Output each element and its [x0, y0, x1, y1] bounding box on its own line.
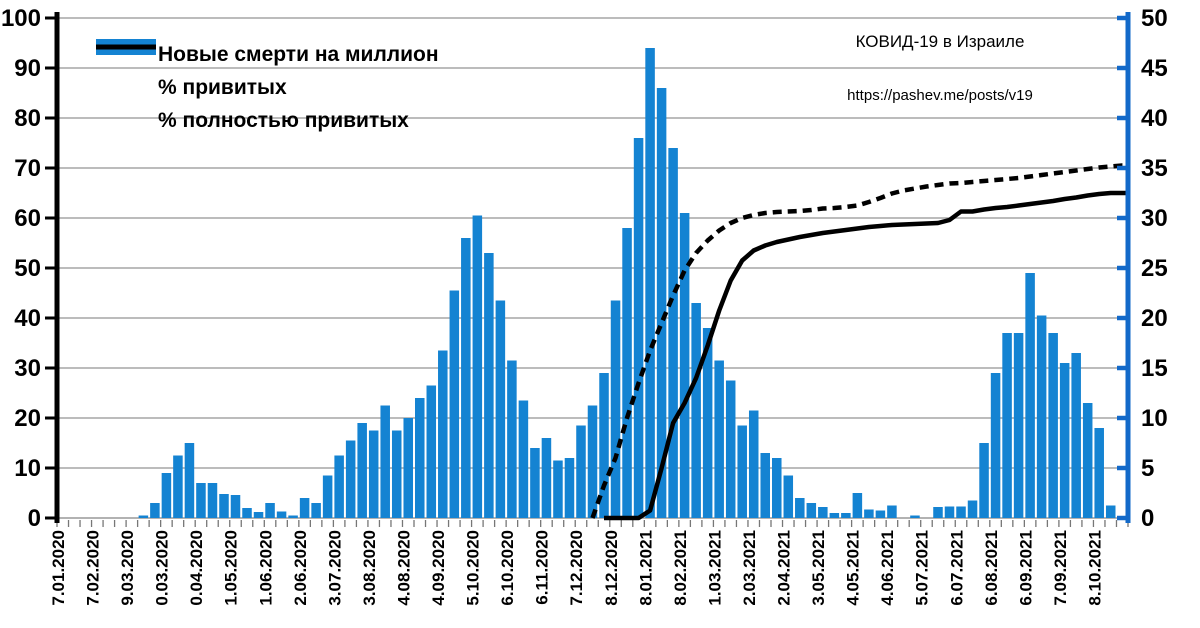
svg-text:5.10.2020: 5.10.2020 — [464, 530, 483, 606]
bars-series — [138, 48, 1116, 518]
svg-text:0.04.2020: 0.04.2020 — [187, 530, 206, 606]
svg-text:30: 30 — [1141, 205, 1168, 232]
svg-text:6.09.2021: 6.09.2021 — [1016, 530, 1035, 606]
svg-text:70: 70 — [14, 155, 41, 182]
legend-item-fully-vaccinated: % полностью привитых — [96, 44, 439, 137]
svg-text:4.06.2021: 4.06.2021 — [878, 530, 897, 606]
svg-text:4.05.2021: 4.05.2021 — [844, 530, 863, 606]
svg-text:20: 20 — [14, 405, 41, 432]
svg-text:80: 80 — [14, 105, 41, 132]
svg-text:4.09.2020: 4.09.2020 — [429, 530, 448, 606]
svg-text:3.05.2021: 3.05.2021 — [809, 530, 828, 606]
right-axis — [1117, 12, 1131, 523]
svg-text:9.03.2020: 9.03.2020 — [118, 530, 137, 606]
x-axis-ticks — [56, 520, 1129, 527]
svg-text:50: 50 — [14, 255, 41, 282]
svg-text:40: 40 — [1141, 105, 1168, 132]
source-url: https://pashev.me/posts/v19 — [847, 87, 1033, 104]
svg-text:7.02.2020: 7.02.2020 — [84, 530, 103, 606]
right-axis-labels: 0 5 10 15 20 25 30 35 40 45 50 — [1141, 5, 1168, 532]
svg-text:4.08.2020: 4.08.2020 — [395, 530, 414, 606]
legend-label-vaccinated: % привитых — [158, 76, 287, 99]
gridlines — [57, 17, 1128, 519]
svg-text:3.08.2020: 3.08.2020 — [360, 530, 379, 606]
x-axis-labels: 7.01.2020 7.02.2020 9.03.2020 0.03.2020 0.04… — [49, 530, 1105, 606]
svg-text:60: 60 — [14, 205, 41, 232]
left-axis-labels: 0 10 20 30 40 50 60 70 80 90 100 — [1, 5, 41, 532]
svg-text:10: 10 — [14, 455, 41, 482]
svg-text:45: 45 — [1141, 55, 1168, 82]
svg-text:1.06.2020: 1.06.2020 — [256, 530, 275, 606]
svg-text:2.06.2020: 2.06.2020 — [291, 530, 310, 606]
dashed-line-series — [590, 163, 1126, 519]
svg-text:0.03.2020: 0.03.2020 — [153, 530, 172, 606]
svg-text:15: 15 — [1141, 355, 1168, 382]
svg-text:20: 20 — [1141, 305, 1168, 332]
svg-text:5.07.2021: 5.07.2021 — [913, 530, 932, 606]
legend-label-fully-vaccinated: % полностью привитых — [158, 109, 409, 132]
svg-text:5: 5 — [1141, 455, 1154, 482]
svg-text:6.11.2020: 6.11.2020 — [533, 530, 552, 605]
legend: Новые смерти на миллион % привитых % пол… — [96, 38, 439, 137]
svg-text:6.07.2021: 6.07.2021 — [947, 530, 966, 606]
svg-text:10: 10 — [1141, 405, 1168, 432]
svg-text:7.12.2020: 7.12.2020 — [567, 530, 586, 606]
svg-text:8.10.2021: 8.10.2021 — [1086, 530, 1105, 606]
svg-text:2.03.2021: 2.03.2021 — [740, 530, 759, 606]
svg-text:50: 50 — [1141, 5, 1168, 32]
svg-text:8.01.2021: 8.01.2021 — [636, 530, 655, 606]
svg-text:7.09.2021: 7.09.2021 — [1051, 530, 1070, 606]
svg-text:1.03.2021: 1.03.2021 — [705, 530, 724, 606]
svg-text:8.02.2021: 8.02.2021 — [671, 530, 690, 606]
svg-text:3.07.2020: 3.07.2020 — [325, 530, 344, 606]
chart-title: КОВИД-19 в Израиле — [855, 32, 1025, 51]
legend-item-vaccinated: % привитых — [96, 44, 439, 104]
svg-text:6.08.2021: 6.08.2021 — [982, 530, 1001, 606]
svg-text:40: 40 — [14, 305, 41, 332]
svg-text:90: 90 — [14, 55, 41, 82]
svg-text:0: 0 — [28, 505, 41, 532]
svg-text:1.05.2020: 1.05.2020 — [222, 530, 241, 606]
svg-text:25: 25 — [1141, 255, 1168, 282]
svg-text:8.12.2020: 8.12.2020 — [602, 530, 621, 606]
left-axis — [45, 12, 60, 523]
svg-text:35: 35 — [1141, 155, 1168, 182]
legend-label-deaths: Новые смерти на миллион — [158, 43, 439, 66]
svg-text:6.10.2020: 6.10.2020 — [498, 530, 517, 606]
svg-text:30: 30 — [14, 355, 41, 382]
solid-line-series — [604, 190, 1126, 521]
dashed-line-icon — [96, 44, 158, 97]
solid-line-icon — [96, 44, 158, 130]
svg-text:7.01.2020: 7.01.2020 — [49, 530, 68, 606]
svg-text:2.04.2021: 2.04.2021 — [775, 530, 794, 606]
svg-text:100: 100 — [1, 5, 41, 32]
svg-text:0: 0 — [1141, 505, 1154, 532]
